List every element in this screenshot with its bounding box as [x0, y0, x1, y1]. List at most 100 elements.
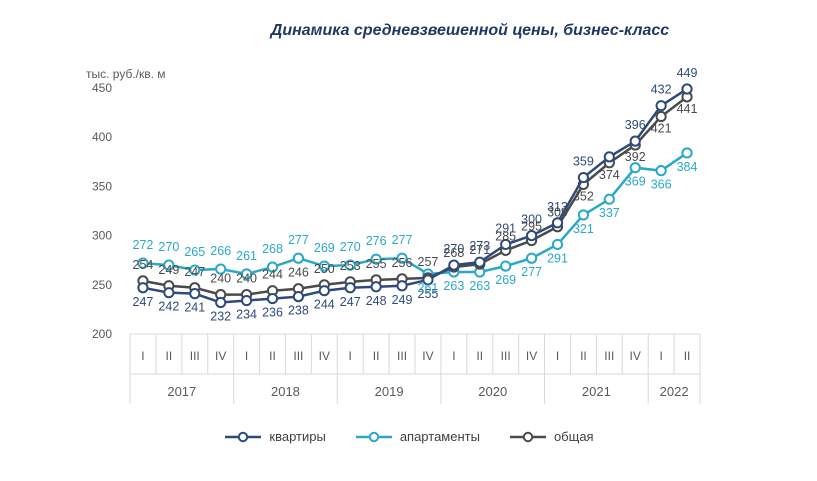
data-label: 247 — [133, 295, 154, 309]
data-label: 240 — [236, 272, 257, 286]
data-label: 250 — [314, 262, 335, 276]
data-label: 449 — [677, 66, 698, 80]
data-label: 441 — [677, 102, 698, 116]
data-label: 272 — [133, 238, 154, 252]
data-label: 254 — [133, 258, 154, 272]
data-point — [215, 263, 227, 275]
x-tick-label: I — [245, 349, 248, 363]
data-point — [525, 230, 538, 242]
data-label: 261 — [236, 249, 257, 263]
data-point — [681, 147, 693, 159]
data-point — [474, 256, 486, 268]
data-label: 313 — [547, 200, 568, 214]
data-point — [137, 282, 149, 294]
y-tick-label: 300 — [92, 229, 112, 243]
x-tick-label: II — [684, 349, 691, 363]
data-label: 238 — [288, 304, 309, 318]
series-line-0 — [142, 87, 688, 304]
x-tick-label: IV — [215, 349, 226, 363]
data-point — [629, 135, 641, 147]
x-tick-label: III — [190, 349, 200, 363]
data-label: 261 — [418, 281, 439, 295]
data-point — [396, 280, 408, 292]
data-point — [240, 294, 253, 307]
data-label: 392 — [625, 150, 646, 164]
x-tick-label: III — [501, 349, 511, 363]
data-label: 396 — [625, 118, 646, 132]
data-label: 268 — [262, 242, 283, 256]
year-label: 2018 — [271, 384, 300, 399]
data-label: 249 — [158, 263, 179, 277]
data-label: 263 — [469, 279, 490, 293]
x-tick-label: I — [349, 349, 352, 363]
x-tick-label: III — [604, 349, 614, 363]
x-tick-label: I — [141, 349, 144, 363]
data-label: 384 — [677, 160, 698, 174]
x-tick-label: IV — [630, 349, 641, 363]
data-point — [577, 171, 590, 184]
data-point — [163, 259, 175, 271]
data-point — [189, 288, 201, 300]
x-tick-label: I — [659, 349, 662, 363]
data-label: 271 — [469, 243, 490, 257]
x-tick-label: IV — [526, 349, 537, 363]
data-point — [137, 257, 149, 269]
series-line-1 — [142, 151, 688, 276]
y-tick-label: 350 — [92, 179, 112, 193]
legend-label: квартиры — [269, 429, 326, 444]
data-point — [370, 253, 382, 265]
year-label: 2020 — [478, 384, 507, 399]
series-line-2 — [142, 95, 688, 296]
data-label: 295 — [521, 220, 542, 234]
y-tick-label: 450 — [92, 81, 112, 95]
data-label: 236 — [262, 306, 283, 320]
data-label: 244 — [314, 298, 335, 312]
data-label: 270 — [340, 240, 361, 254]
y-axis-label: тыс. руб./кв. м — [86, 67, 166, 81]
series-lines — [137, 83, 693, 309]
y-tick-label: 200 — [92, 327, 112, 341]
x-tick-label: II — [580, 349, 587, 363]
data-label: 255 — [418, 287, 439, 301]
data-label: 291 — [547, 251, 568, 265]
data-label: 247 — [340, 295, 361, 309]
data-label: 255 — [366, 257, 387, 271]
data-label: 352 — [573, 189, 594, 203]
x-tick-label: II — [269, 349, 276, 363]
year-label: 2022 — [660, 384, 689, 399]
legend-label: апартаменты — [399, 429, 480, 444]
data-label: 270 — [158, 240, 179, 254]
legend-label: общая — [553, 429, 594, 444]
data-label: 232 — [210, 310, 231, 324]
data-label: 240 — [210, 272, 231, 286]
data-point — [266, 261, 279, 273]
data-point — [448, 259, 460, 271]
x-tick-label: II — [166, 349, 173, 363]
year-label: 2019 — [375, 384, 404, 399]
data-point — [655, 165, 667, 177]
legend-marker — [368, 431, 380, 442]
year-label: 2021 — [582, 384, 611, 399]
data-point — [551, 217, 564, 229]
data-label: 369 — [625, 175, 646, 189]
data-label: 359 — [573, 155, 594, 169]
x-tick-label: III — [397, 349, 407, 363]
year-label: 2017 — [167, 384, 196, 399]
data-point — [629, 162, 641, 174]
data-point — [240, 268, 253, 280]
data-label: 273 — [469, 239, 490, 253]
data-point — [396, 252, 408, 264]
x-tick-label: I — [556, 349, 559, 363]
data-point — [681, 83, 693, 95]
y-tick-label: 250 — [92, 278, 112, 292]
data-point — [500, 260, 512, 272]
data-label: 247 — [184, 265, 205, 279]
data-label: 269 — [495, 273, 516, 287]
data-label: 432 — [651, 83, 672, 97]
data-point — [525, 252, 538, 264]
x-tick-label: III — [293, 349, 303, 363]
data-label: 276 — [366, 234, 387, 248]
data-point — [344, 282, 356, 294]
data-point — [292, 252, 305, 264]
